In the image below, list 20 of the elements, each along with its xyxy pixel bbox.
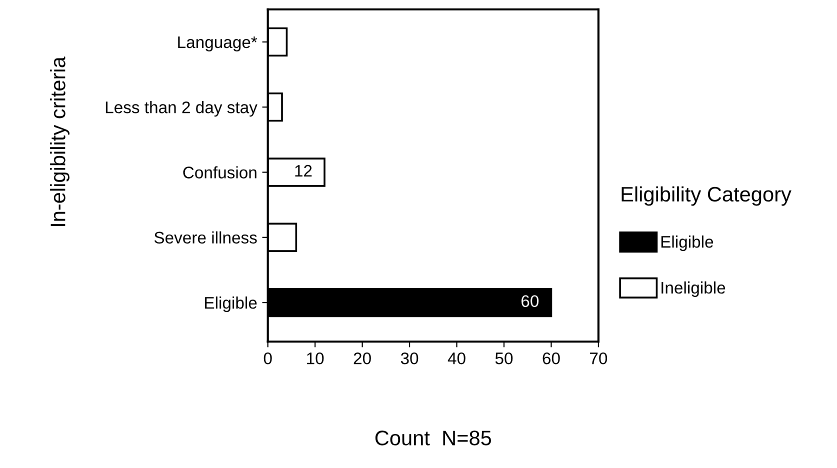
x-axis-title: Count N=85 bbox=[375, 430, 492, 446]
x-tick-label: 10 bbox=[307, 352, 324, 364]
legend-label: Ineligible bbox=[662, 281, 726, 297]
y-tick-label: Less than 2 day stay bbox=[106, 101, 258, 117]
y-tick-label: Severe illness bbox=[154, 231, 257, 244]
x-tick-label: 60 bbox=[542, 352, 560, 364]
x-tick-label: 30 bbox=[400, 352, 418, 364]
y-tick-label: Eligible bbox=[205, 296, 257, 312]
x-tick-label: 40 bbox=[448, 352, 466, 364]
legend-title: Eligibility Category bbox=[622, 186, 792, 206]
x-tick-label: 70 bbox=[590, 352, 608, 364]
y-axis-title: In-eligibility criteria bbox=[50, 56, 70, 226]
y-tick-label: Confusion bbox=[183, 166, 256, 178]
x-tick-label: 50 bbox=[495, 352, 513, 364]
x-tick-label: 20 bbox=[354, 352, 371, 364]
legend-label: Eligible bbox=[661, 236, 714, 252]
y-tick-label: Language* bbox=[178, 36, 258, 52]
x-tick-label: 0 bbox=[264, 352, 272, 364]
data-label: 60 bbox=[522, 295, 539, 308]
data-label: 12 bbox=[295, 164, 312, 177]
